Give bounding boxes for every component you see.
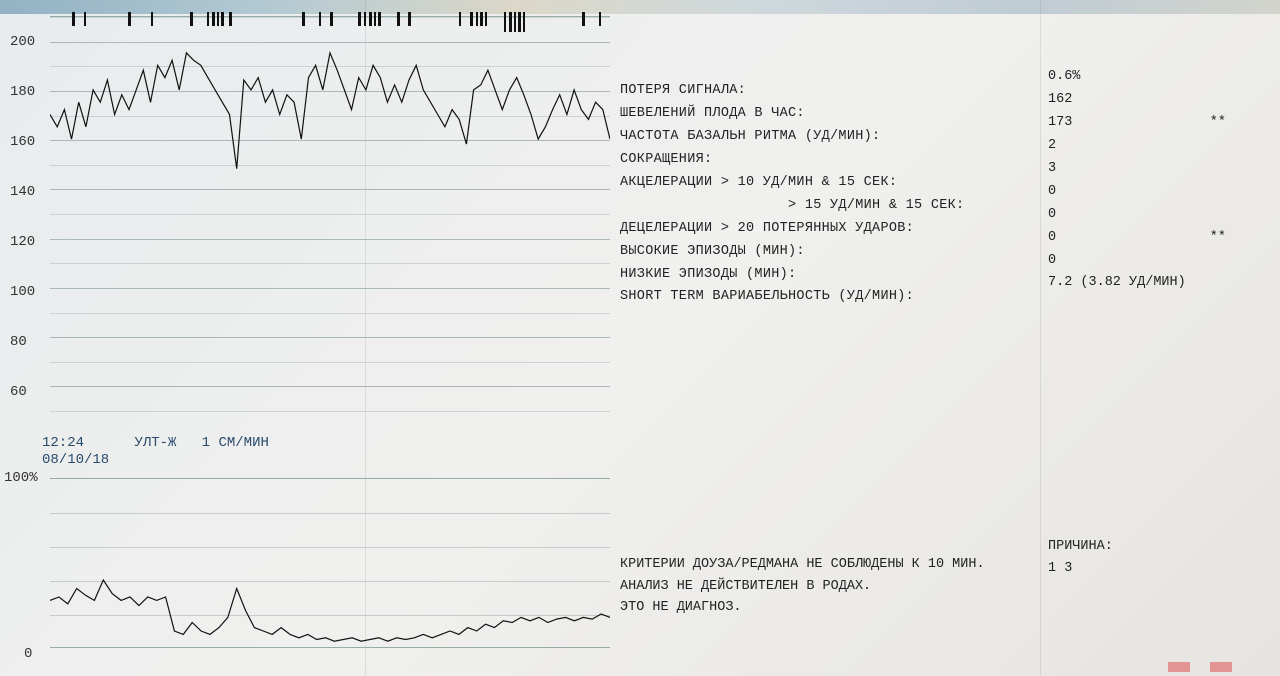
- rec-time: 12:24: [42, 435, 84, 451]
- report-row-value: 162: [1048, 89, 1228, 112]
- report-row-label: СОКРАЩЕНИЯ:: [620, 149, 1040, 172]
- reason-block: ПРИЧИНА: 1 3: [1048, 536, 1113, 579]
- recording-info: 12:24 УЛТ-Ж 1 СМ/МИН 08/10/18: [42, 435, 269, 469]
- report-row-value: 3: [1048, 158, 1228, 181]
- analysis-values: 0.6%162173**23000**07.2 (3.82 УД/МИН): [1048, 66, 1228, 295]
- analysis-labels: ПОТЕРЯ СИГНАЛА:ШЕВЕЛЕНИЙ ПЛОДА В ЧАС:ЧАС…: [620, 80, 1040, 309]
- rec-mode: УЛТ-Ж: [134, 435, 176, 451]
- report-row-value: 0: [1048, 181, 1228, 204]
- red-marker: [1210, 662, 1232, 672]
- report-row-value: 0.6%: [1048, 66, 1228, 89]
- report-row-label: ШЕВЕЛЕНИЙ ПЛОДА В ЧАС:: [620, 103, 1040, 126]
- report-row-value: 2: [1048, 135, 1228, 158]
- reason-codes: 1 3: [1048, 558, 1113, 580]
- rec-date: 08/10/18: [42, 452, 109, 468]
- report-row-value: 7.2 (3.82 УД/МИН): [1048, 272, 1228, 295]
- reason-title: ПРИЧИНА:: [1048, 536, 1113, 558]
- report-row-value: 0**: [1048, 227, 1228, 250]
- rec-speed: 1 СМ/МИН: [202, 435, 269, 451]
- criteria-line: КРИТЕРИИ ДОУЗА/РЕДМАНА НЕ СОБЛЮДЕНЫ К 10…: [620, 554, 985, 576]
- report-row-label: АКЦЕЛЕРАЦИИ > 10 УД/МИН & 15 СЕК:: [620, 172, 1040, 195]
- criteria-line: АНАЛИЗ НЕ ДЕЙСТВИТЕЛЕН В РОДАХ.: [620, 576, 985, 598]
- report-row-label: НИЗКИЕ ЭПИЗОДЫ (МИН):: [620, 264, 1040, 287]
- paper-fold: [1040, 0, 1041, 676]
- criteria-block: КРИТЕРИИ ДОУЗА/РЕДМАНА НЕ СОБЛЮДЕНЫ К 10…: [620, 554, 985, 619]
- fhr-chart: 200180 160140 120100 8060: [10, 16, 610, 416]
- fhr-trace: [50, 16, 610, 410]
- report-row-label: ДЕЦЕЛЕРАЦИИ > 20 ПОТЕРЯННЫХ УДАРОВ:: [620, 218, 1040, 241]
- report-row-label: > 15 УД/МИН & 15 СЕК:: [620, 195, 1040, 218]
- report-row-label: SHORT TERM ВАРИАБЕЛЬНОСТЬ (УД/МИН):: [620, 286, 1040, 309]
- report-row-value: 0: [1048, 204, 1228, 227]
- red-marker: [1168, 662, 1190, 672]
- toco-chart: [10, 478, 610, 656]
- report-row-label: ЧАСТОТА БАЗАЛЬН РИТМА (УД/МИН):: [620, 126, 1040, 149]
- report-row-label: ПОТЕРЯ СИГНАЛА:: [620, 80, 1040, 103]
- report-row-value: 0: [1048, 250, 1228, 273]
- report-row-label: ВЫСОКИЕ ЭПИЗОДЫ (МИН):: [620, 241, 1040, 264]
- criteria-line: ЭТО НЕ ДИАГНОЗ.: [620, 597, 985, 619]
- toco-trace: [50, 478, 610, 648]
- report-row-value: 173**: [1048, 112, 1228, 135]
